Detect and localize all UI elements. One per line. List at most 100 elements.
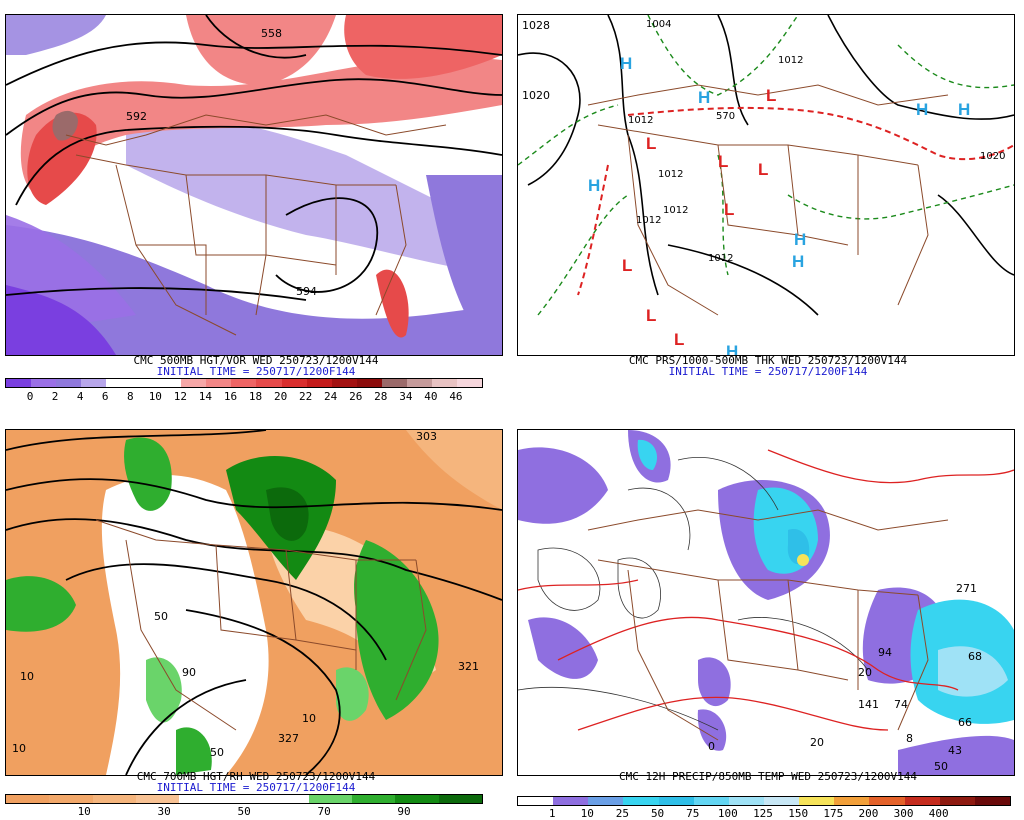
rh-map-graphic: 10 50 90 303 321 327 10 50 10 [6,430,502,775]
low-pressure-marker: L [718,152,728,171]
contour-label: 558 [261,27,282,40]
colorbar-swatch [356,379,382,387]
precip-label: 94 [878,646,892,659]
precip-label: 68 [968,650,982,663]
colorbar-swatch [308,795,353,803]
height-label: 303 [416,430,437,443]
colorbar-swatch [799,797,835,805]
rh-label: 90 [182,666,196,679]
colorbar-label: 75 [686,807,700,820]
high-pressure-marker: H [794,230,806,249]
colorbar-label: 150 [788,807,809,820]
colorbar [5,794,483,804]
colorbar-swatch [438,795,482,803]
colorbar-label: 50 [237,805,251,818]
colorbar-swatch [974,797,1010,805]
precip-label: 66 [958,716,972,729]
colorbar-swatch [135,795,180,803]
vorticity-map-graphic: 558 592 594 [6,15,502,355]
colorbar-label: 34 [399,390,413,403]
precip-label: 43 [948,744,962,757]
map-700mb-rh: 10 50 90 303 321 327 10 50 10 [5,429,503,776]
colorbar-swatch [588,797,624,805]
colorbar-swatch [265,795,309,803]
colorbar-swatch [49,795,93,803]
map-precip-850mb: 20 94 74 141 68 271 43 66 0 20 8 50 [517,429,1015,776]
colorbar-swatch [6,379,32,387]
temp-label: 20 [858,666,872,679]
precip-map-graphic: 20 94 74 141 68 271 43 66 0 20 8 50 [518,430,1014,775]
isobar-label: 1012 [663,205,688,216]
colorbar-label: 400 [928,807,949,820]
colorbar [5,378,483,388]
colorbar-swatch [728,797,764,805]
colorbar-swatch [623,797,659,805]
colorbar-swatch [456,379,482,387]
colorbar-swatch [206,379,232,387]
colorbar-label: 25 [615,807,630,820]
initial-time: INITIAL TIME = 250717/1200F144 [156,365,356,378]
low-pressure-marker: L [758,160,768,179]
colorbar-label: 10 [77,805,91,818]
contour-label: 592 [126,110,147,123]
colorbar-swatch [553,797,589,805]
isobar-label: 1004 [646,19,671,30]
high-pressure-marker: H [726,342,738,355]
initial-time: INITIAL TIME = 250717/1200F144 [156,781,356,794]
colorbar-label: 6 [101,390,109,403]
low-pressure-marker: L [622,256,632,275]
map-caption: CMC 700MB HGT/RH WED 250723/1200V144 [136,770,376,783]
colorbar-swatch [352,795,396,803]
low-pressure-marker: L [766,86,776,105]
panel-pressure-thickness: 1028 1020 1004 1012 1012 1012 1012 1012 … [512,0,1024,409]
isobar-label: 1012 [778,55,803,66]
initial-time: INITIAL TIME = 250717/1200F144 [668,365,868,378]
colorbar-label: 200 [858,807,879,820]
colorbar-swatch [131,379,157,387]
colorbar [517,796,1011,806]
colorbar-swatch [256,379,282,387]
temp-label: 20 [810,736,824,749]
colorbar-swatch [156,379,182,387]
colorbar-label: 90 [397,805,411,818]
rh-label: 50 [154,610,168,623]
isobar-label: 1020 [980,151,1005,162]
colorbar-label: 26 [349,390,363,403]
colorbar-swatch [92,795,136,803]
colorbar-swatch [381,379,407,387]
colorbar-label: 300 [893,807,914,820]
colorbar-swatch [231,379,257,387]
colorbar-label: 175 [823,807,844,820]
colorbar-swatch [179,795,223,803]
precip-label: 74 [894,698,908,711]
map-caption: CMC PRS/1000-500MB THK WED 250723/1200V1… [628,354,908,367]
colorbar-swatch [869,797,905,805]
high-pressure-marker: H [588,176,600,195]
colorbar-label: 16 [223,390,238,403]
colorbar-labels: 0 2 4 6 8 10 12 14 16 18 20 22 24 26 28 34 40 46 [5,390,481,403]
colorbar-label: 10 [148,390,162,403]
colorbar-swatch [31,379,57,387]
isobar-label: 1012 [708,253,733,264]
colorbar-swatch [406,379,432,387]
high-pressure-marker: H [620,54,632,73]
temp-label: 0 [708,740,715,753]
low-pressure-marker: L [674,330,684,349]
panel-500mb-vorticity: 558 592 594 CMC 500MB HGT/VOR WED 250723… [0,0,512,409]
rh-label: 10 [12,742,26,755]
high-pressure-marker: H [958,100,970,119]
colorbar-label: 0 [26,390,34,403]
contour-label: 594 [296,285,317,298]
map-caption: CMC 12H PRECIP/850MB TEMP WED 250723/120… [618,770,917,783]
colorbar-labels: 1 10 25 50 75 100 125 150 175 200 300 400 [517,807,1009,820]
colorbar-swatch [834,797,870,805]
map-pressure-thickness: 1028 1020 1004 1012 1012 1012 1012 1012 … [517,14,1015,356]
precip-label: 8 [906,732,913,745]
colorbar-label: 1 [548,807,556,820]
colorbar-label: 50 [650,807,665,820]
precip-label: 271 [956,582,977,595]
height-label: 321 [458,660,479,673]
panel-700mb-rh: 10 50 90 303 321 327 10 50 10 CMC 700MB … [0,410,512,819]
colorbar-label: 100 [717,807,738,820]
low-pressure-marker: L [646,306,656,325]
